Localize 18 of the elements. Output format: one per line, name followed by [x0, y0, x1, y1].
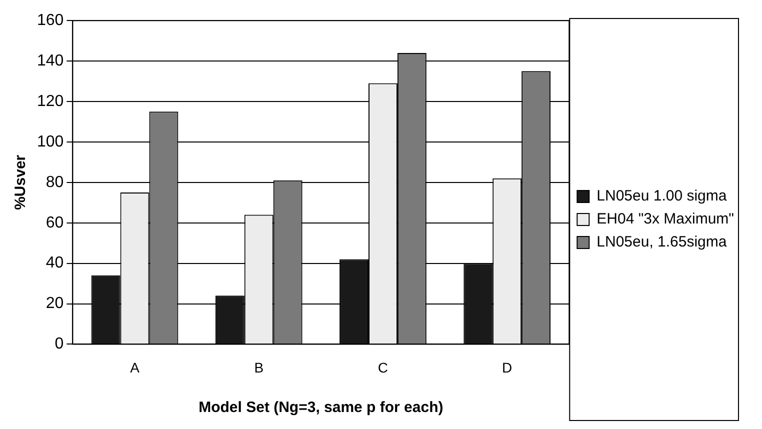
x-tick-label: B — [254, 359, 264, 376]
x-axis-title: Model Set (Ng=3, same p for each) — [198, 399, 444, 416]
y-tick-label: 0 — [54, 336, 64, 353]
y-tick-label: 100 — [36, 133, 64, 150]
y-tick-label: 160 — [36, 12, 64, 30]
y-tick-label: 40 — [46, 254, 64, 272]
x-tick-label: D — [502, 359, 512, 376]
y-tick-label: 120 — [36, 92, 64, 110]
x-tick-label: C — [378, 359, 388, 376]
y-tick-label: 140 — [36, 52, 64, 70]
legend-label: EH04 "3x Maximum" — [596, 210, 734, 228]
y-tick-label: 20 — [46, 295, 64, 312]
legend-label: LN05eu 1.00 sigma — [596, 188, 728, 205]
y-tick-label: 60 — [46, 214, 64, 232]
legend-label: LN05eu, 1.65sigma — [596, 234, 728, 251]
y-tick-label: 80 — [46, 174, 64, 191]
y-axis-title: %Usver — [12, 154, 30, 210]
x-tick-label: A — [130, 359, 140, 376]
